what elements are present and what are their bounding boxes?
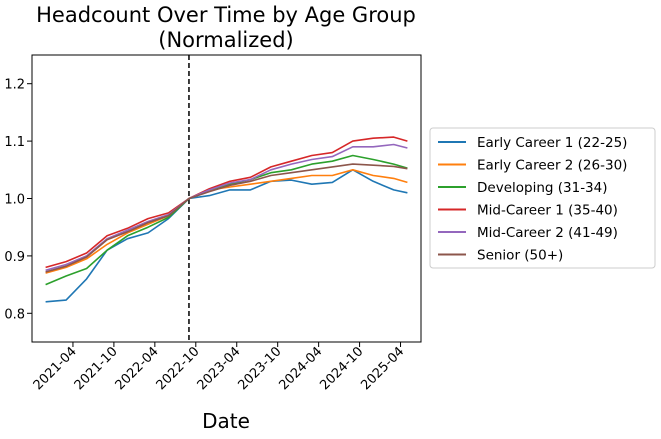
series-line-1 bbox=[45, 169, 408, 274]
series-layer bbox=[45, 136, 408, 303]
series-line-4 bbox=[45, 143, 408, 272]
plot-frame bbox=[31, 54, 422, 343]
legend-frame bbox=[429, 127, 656, 269]
legend-label-4: Mid-Career 2 (41-49) bbox=[477, 225, 618, 241]
x-tick-label: 2024-10 bbox=[317, 344, 366, 393]
y-tick-label: 0.9 bbox=[4, 250, 25, 265]
x-tick-label: 2025-04 bbox=[358, 344, 407, 393]
series-line-3 bbox=[45, 136, 408, 269]
plot-area bbox=[31, 54, 422, 343]
chart-title: Headcount Over Time by Age Group bbox=[36, 3, 416, 27]
series-line-2 bbox=[45, 154, 408, 286]
x-axis-label: Date bbox=[202, 409, 250, 433]
x-tick-label: 2021-10 bbox=[72, 344, 121, 393]
legend-label-3: Mid-Career 1 (35-40) bbox=[477, 203, 618, 219]
legend-label-0: Early Career 1 (22-25) bbox=[477, 135, 627, 151]
chart-subtitle: (Normalized) bbox=[158, 28, 293, 52]
x-axis: 2021-042021-102022-042022-102023-042023-… bbox=[31, 342, 407, 393]
y-tick-label: 1.2 bbox=[4, 78, 25, 93]
y-axis: 0.8 0.9 1.0 1.1 1.2 bbox=[4, 78, 32, 322]
y-tick-label: 0.8 bbox=[4, 307, 25, 322]
legend: Early Career 1 (22-25) Early Career 2 (26… bbox=[429, 127, 656, 269]
y-tick-label: 1.1 bbox=[4, 135, 25, 150]
x-tick-label: 2022-04 bbox=[113, 344, 162, 393]
series-line-0 bbox=[45, 169, 408, 303]
x-tick-label: 2022-10 bbox=[154, 344, 203, 393]
x-tick-label: 2021-04 bbox=[31, 344, 80, 393]
x-tick-label: 2023-04 bbox=[195, 344, 244, 393]
legend-label-1: Early Career 2 (26-30) bbox=[477, 158, 627, 174]
series-line-5 bbox=[45, 163, 408, 273]
x-tick-label: 2023-10 bbox=[235, 344, 284, 393]
y-tick-label: 1.0 bbox=[4, 193, 25, 208]
x-tick-label: 2024-04 bbox=[276, 344, 325, 393]
legend-label-2: Developing (31-34) bbox=[477, 180, 608, 196]
legend-label-5: Senior (50+) bbox=[477, 248, 563, 264]
